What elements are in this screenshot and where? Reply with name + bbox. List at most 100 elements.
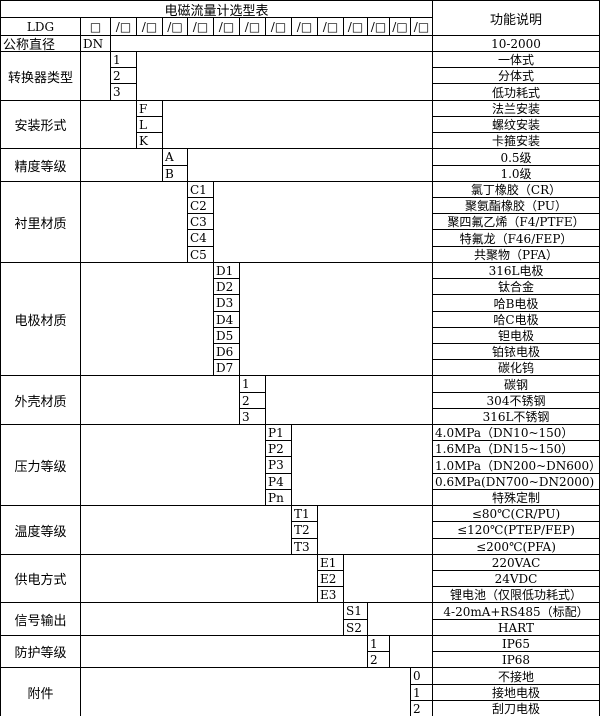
blank-cell [292, 425, 433, 506]
option-code: P4 [266, 474, 292, 490]
blank-cell [137, 52, 433, 101]
option-code: 2 [411, 701, 433, 716]
option-desc: 铂铱电极 [433, 344, 600, 360]
model-slot: /□ [188, 18, 214, 36]
option-desc: 锂电池（仅限低功耗式） [433, 587, 600, 603]
option-desc: 法兰安装 [433, 101, 600, 117]
option-desc: 4.0MPa（DN10~150） [433, 425, 600, 441]
option-code: C4 [188, 230, 214, 247]
option-desc: 特殊定制 [433, 490, 600, 506]
option-code: 0 [411, 668, 433, 685]
model-slot: /□ [111, 18, 137, 36]
group-label: 转换器类型 [1, 52, 81, 101]
model-slot: /□ [214, 18, 240, 36]
option-code: D7 [214, 360, 240, 376]
blank-cell [81, 149, 163, 182]
option-code: 3 [240, 409, 266, 425]
model-slot: /□ [368, 18, 390, 36]
blank-cell [368, 603, 433, 636]
blank-cell [111, 36, 433, 52]
option-code: P2 [266, 441, 292, 457]
option-desc: 1.0级 [433, 166, 600, 182]
option-desc: 共聚物（PFA） [433, 247, 600, 263]
option-code: 2 [368, 652, 390, 668]
option-code: C2 [188, 198, 214, 214]
option-desc: 碳化钨 [433, 360, 600, 376]
option-code: 1 [240, 376, 266, 393]
option-code: 1 [411, 685, 433, 701]
blank-cell [81, 376, 240, 425]
option-desc: ≤200℃(PFA) [433, 539, 600, 555]
model-slot: /□ [137, 18, 163, 36]
model-slot: □ [81, 18, 111, 36]
group-label: 外壳材质 [1, 376, 81, 425]
option-code: L [137, 117, 163, 133]
group-label: 供电方式 [1, 555, 81, 603]
option-desc: 4-20mA+RS485（标配） [433, 603, 600, 620]
group-label: 防护等级 [1, 636, 81, 668]
option-code: D1 [214, 263, 240, 279]
group-label: 温度等级 [1, 506, 81, 555]
option-code: 2 [240, 393, 266, 409]
blank-cell [214, 182, 433, 263]
table-title: 电磁流量计选型表 [1, 1, 433, 18]
blank-cell [318, 506, 433, 555]
option-desc: IP68 [433, 652, 600, 668]
option-code: D4 [214, 312, 240, 328]
option-desc: 1.6MPa（DN15~150） [433, 441, 600, 457]
option-code: C1 [188, 182, 214, 198]
option-code: T1 [292, 506, 318, 522]
option-desc: 聚氨酯橡胶（PU） [433, 198, 600, 214]
option-code: E3 [318, 587, 344, 603]
model-prefix: LDG [1, 18, 81, 36]
nominal-code: DN [81, 36, 111, 52]
option-desc: 316L电极 [433, 263, 600, 279]
group-label: 信号输出 [1, 603, 81, 636]
option-desc: 特氟龙（F46/FEP） [433, 230, 600, 247]
model-slot: /□ [318, 18, 344, 36]
group-label: 电极材质 [1, 263, 81, 376]
option-desc: 卡箍安装 [433, 133, 600, 149]
option-code: S2 [344, 620, 368, 636]
blank-cell [163, 101, 433, 149]
model-slot: /□ [411, 18, 433, 36]
option-code: P3 [266, 457, 292, 474]
option-desc: 24VDC [433, 571, 600, 587]
option-code: C3 [188, 214, 214, 230]
option-code: D5 [214, 328, 240, 344]
option-desc: 聚四氟乙烯（F4/PTFE） [433, 214, 600, 230]
option-code: D6 [214, 344, 240, 360]
option-code: F [137, 101, 163, 117]
option-desc: 螺纹安装 [433, 117, 600, 133]
blank-cell [81, 425, 266, 506]
option-desc: 接地电极 [433, 685, 600, 701]
blank-cell [390, 636, 433, 668]
option-code: A [163, 149, 188, 166]
option-desc: HART [433, 620, 600, 636]
option-desc: 低功耗式 [433, 84, 600, 101]
option-desc: 不接地 [433, 668, 600, 685]
option-code: D3 [214, 295, 240, 312]
option-code: S1 [344, 603, 368, 620]
option-code: K [137, 133, 163, 149]
option-code: 3 [111, 84, 137, 101]
option-desc: ≤120℃(PTEP/FEP) [433, 522, 600, 539]
option-desc: 分体式 [433, 68, 600, 84]
option-desc: 一体式 [433, 52, 600, 68]
option-code: E1 [318, 555, 344, 571]
model-slot: /□ [344, 18, 368, 36]
blank-cell [81, 603, 344, 636]
group-label: 压力等级 [1, 425, 81, 506]
blank-cell [240, 263, 433, 376]
blank-cell [344, 555, 433, 603]
group-label: 精度等级 [1, 149, 81, 182]
option-code: 1 [368, 636, 390, 652]
option-desc: 0.5级 [433, 149, 600, 166]
option-desc: 1.0MPa（DN200~DN600） [433, 457, 600, 474]
model-slot: /□ [163, 18, 188, 36]
option-code: Pn [266, 490, 292, 506]
blank-cell [266, 376, 433, 425]
nominal-label: 公称直径 [1, 36, 81, 52]
group-label: 附件 [1, 668, 81, 716]
